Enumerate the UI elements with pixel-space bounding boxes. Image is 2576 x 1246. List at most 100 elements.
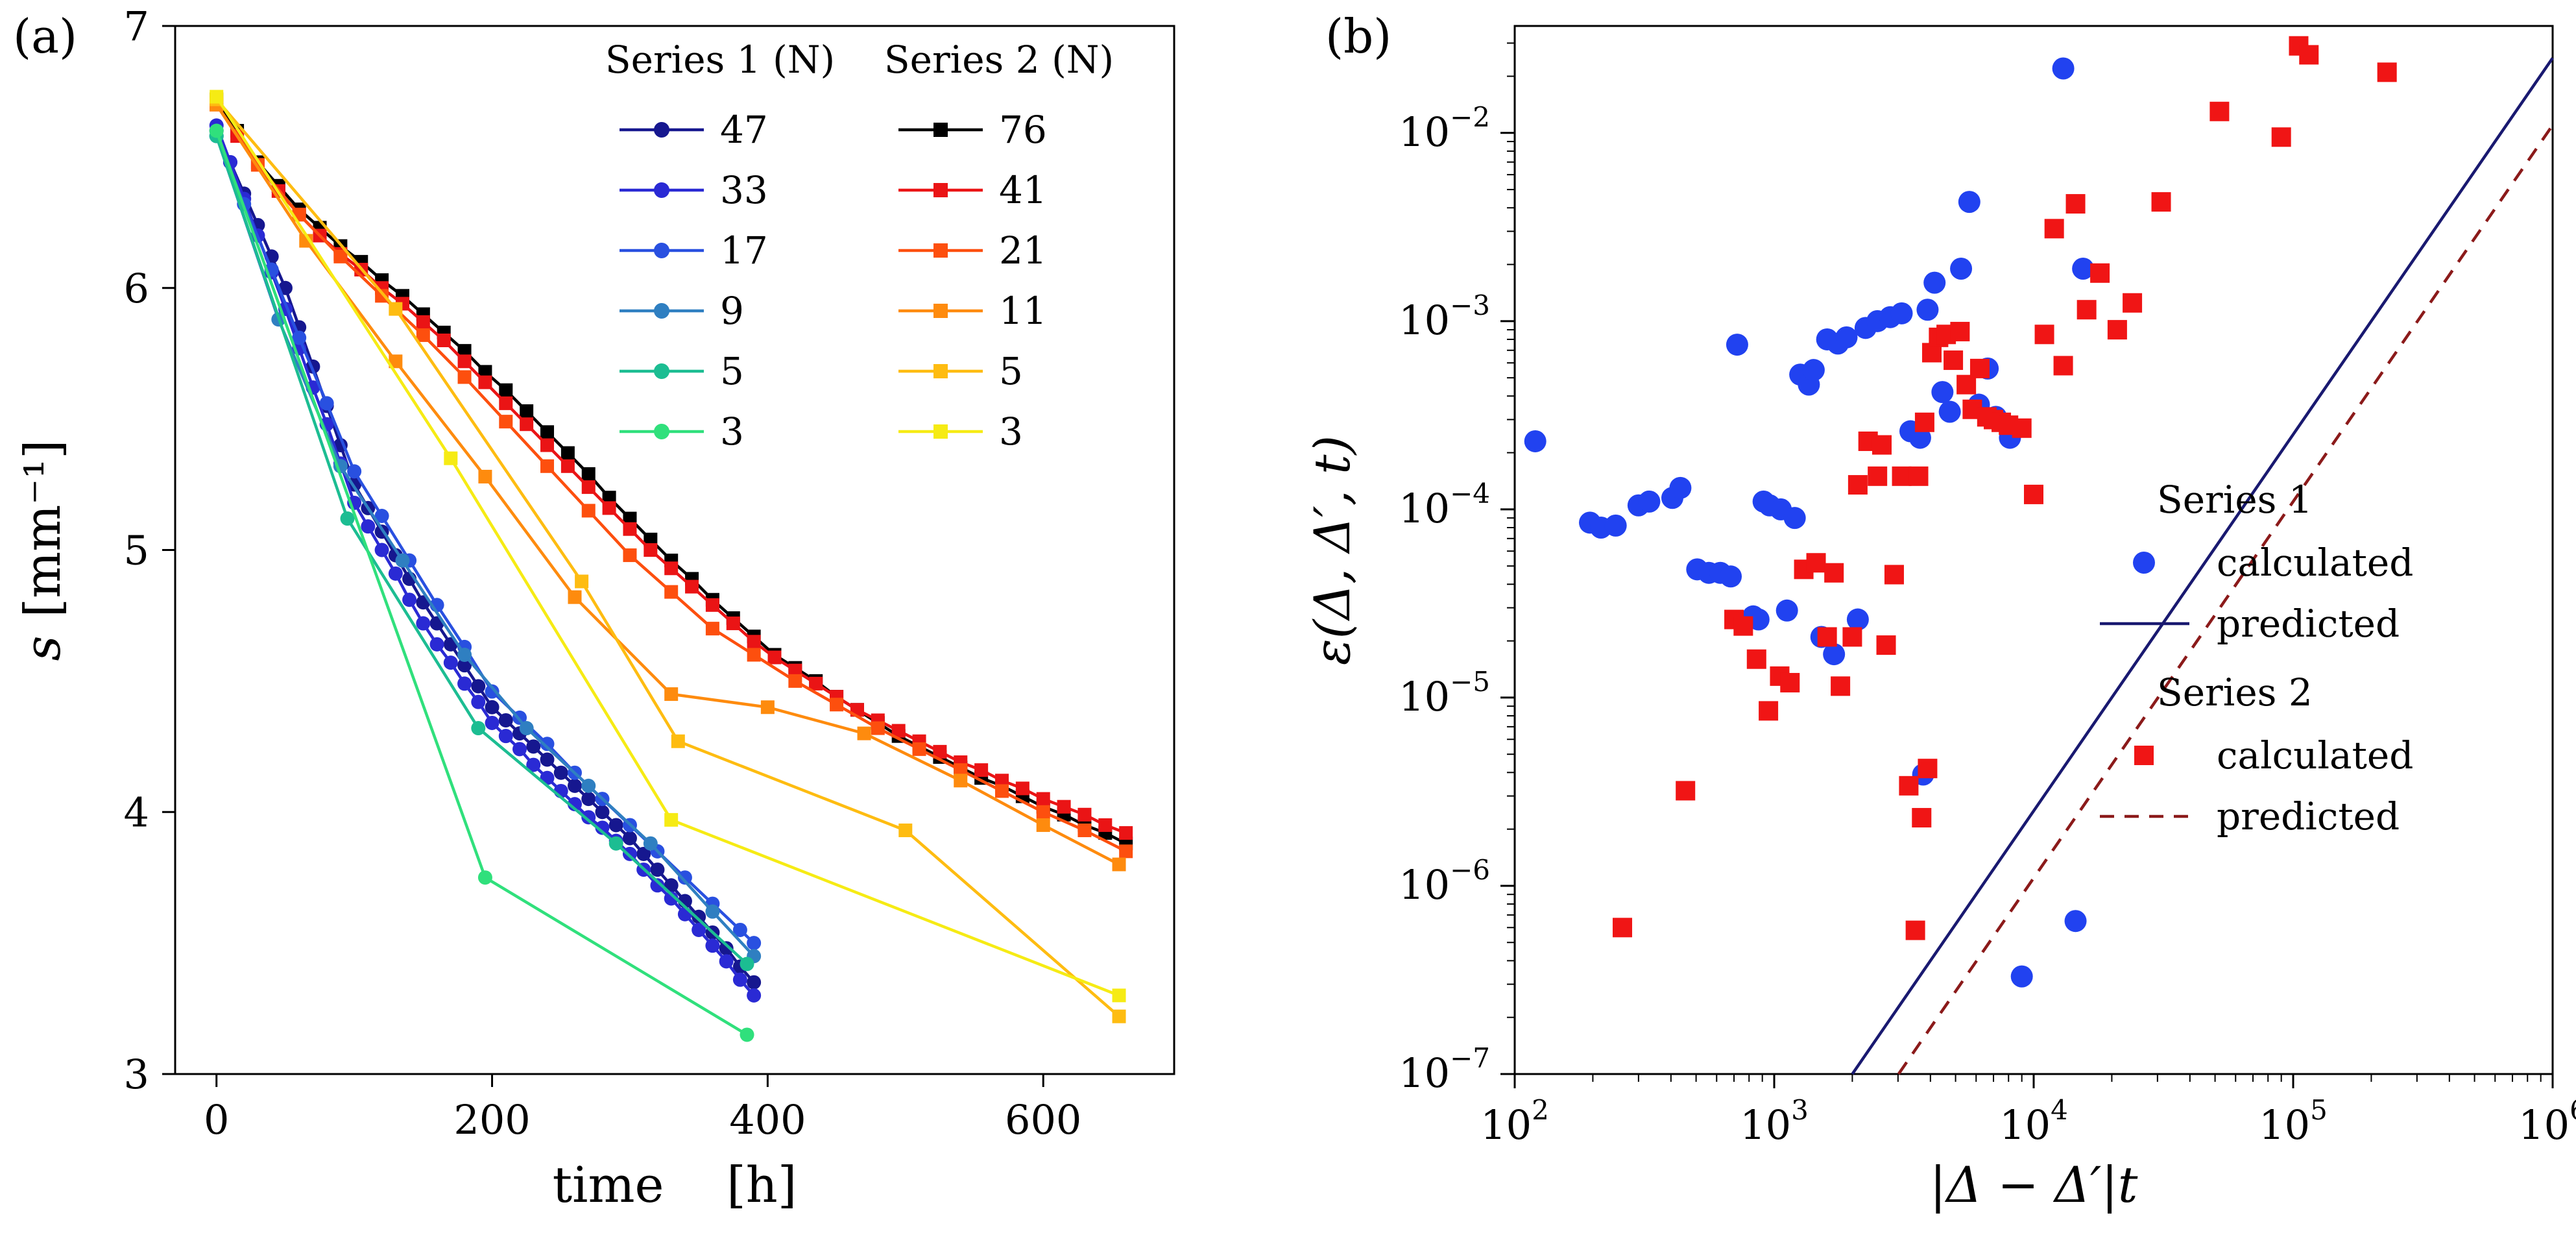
tick-base: 10 (1999, 1101, 2051, 1149)
data-point (471, 721, 486, 736)
tick-exponent: −6 (1450, 854, 1490, 886)
data-point (1868, 466, 1888, 486)
data-point (1077, 807, 1092, 822)
data-point (568, 778, 582, 793)
y-tick-label: 10−2 (1399, 101, 1490, 156)
data-point (1802, 359, 1825, 382)
data-point (457, 354, 472, 369)
data-point (1676, 781, 1696, 801)
tick-exponent: −7 (1450, 1042, 1490, 1074)
data-point (540, 459, 555, 473)
data-point (719, 954, 734, 969)
data-point (581, 467, 596, 481)
data-point (1872, 435, 1892, 455)
data-point (1835, 326, 1858, 348)
data-point (747, 648, 761, 662)
legend-item-label: predicted (2217, 602, 2400, 646)
data-point (471, 694, 486, 709)
data-point (595, 820, 610, 835)
y-tick-label: 5 (124, 527, 149, 574)
data-point (499, 396, 513, 410)
data-point (677, 870, 692, 885)
data-point (1918, 759, 1938, 779)
y-tick-label: 10−3 (1399, 289, 1490, 344)
data-point (416, 315, 430, 329)
data-point (1746, 649, 1766, 669)
legend-marker (933, 243, 948, 258)
data-point (954, 763, 968, 777)
data-point (512, 742, 527, 757)
data-point (1112, 857, 1126, 872)
data-point (760, 700, 775, 715)
panel-b-plot-area: 10210310410510610−710−610−510−410−310−2S… (1399, 25, 2576, 1149)
tick-exponent: −4 (1450, 478, 1490, 509)
panel-b-ylabel: ε(Δ, Δ′, t) (1303, 435, 1361, 665)
legend-item-label: predicted (2217, 794, 2400, 838)
data-point (1944, 350, 1964, 371)
data-point (1824, 563, 1844, 583)
data-point (209, 123, 224, 138)
tick-exponent: 6 (2570, 1094, 2576, 1126)
legend-marker (933, 424, 948, 439)
data-point (994, 774, 1009, 788)
data-point (644, 532, 658, 546)
data-point (1806, 553, 1826, 573)
series-line (215, 98, 1120, 1018)
legend-entry-label: 76 (999, 108, 1047, 152)
data-point (1823, 643, 1846, 666)
data-point (457, 344, 472, 358)
data-point (788, 674, 802, 688)
legend-marker (654, 363, 669, 379)
data-point (499, 415, 513, 429)
legend-entry-label: 3 (999, 409, 1023, 454)
y-tick-label: 4 (124, 788, 149, 836)
data-point (2076, 300, 2097, 320)
data-point (498, 713, 513, 727)
data-point (650, 878, 665, 893)
data-point (499, 383, 513, 397)
legend-marker (654, 243, 669, 258)
data-point (1776, 599, 1798, 622)
data-point (477, 870, 492, 885)
data-point (478, 365, 492, 379)
y-tick-label: 10−5 (1399, 666, 1490, 720)
data-point (830, 698, 844, 712)
y-tick-label: 6 (124, 265, 149, 312)
legend-entry-label: 5 (999, 349, 1023, 393)
panel-b-plot: 10210310410510610−710−610−510−410−310−2S… (1303, 25, 2576, 1214)
x-tick-label: 0 (204, 1096, 229, 1143)
data-point (2024, 484, 2043, 504)
x-tick-label: 600 (1005, 1096, 1081, 1143)
legend-marker (933, 183, 948, 197)
legend-entry-label: 21 (999, 228, 1047, 273)
predicted-line (1897, 124, 2554, 1075)
x-tick-label: 103 (1740, 1094, 1809, 1149)
tick-base: 10 (1399, 673, 1450, 720)
data-point (740, 957, 754, 971)
data-point (747, 988, 762, 1003)
data-point (1098, 818, 1113, 832)
tick-base: 10 (2259, 1101, 2310, 1149)
data-point (1908, 466, 1929, 486)
data-point (974, 763, 989, 777)
y-tick-label: 10−6 (1399, 854, 1490, 909)
data-point (540, 737, 555, 751)
data-point (1112, 1009, 1126, 1023)
data-point (498, 729, 513, 744)
data-point (608, 836, 623, 851)
tick-base: 10 (1399, 485, 1450, 532)
data-point (416, 616, 431, 631)
data-point (1720, 565, 1742, 588)
data-point (705, 904, 720, 919)
data-point (1848, 475, 1868, 495)
data-point (664, 812, 679, 827)
data-point (664, 585, 679, 599)
data-point (809, 676, 823, 690)
y-tick-label: 10−7 (1399, 1042, 1490, 1097)
data-point (643, 836, 658, 851)
data-point (375, 289, 389, 303)
legend-marker (2133, 552, 2155, 574)
data-point (292, 330, 307, 345)
data-point (1036, 805, 1050, 819)
